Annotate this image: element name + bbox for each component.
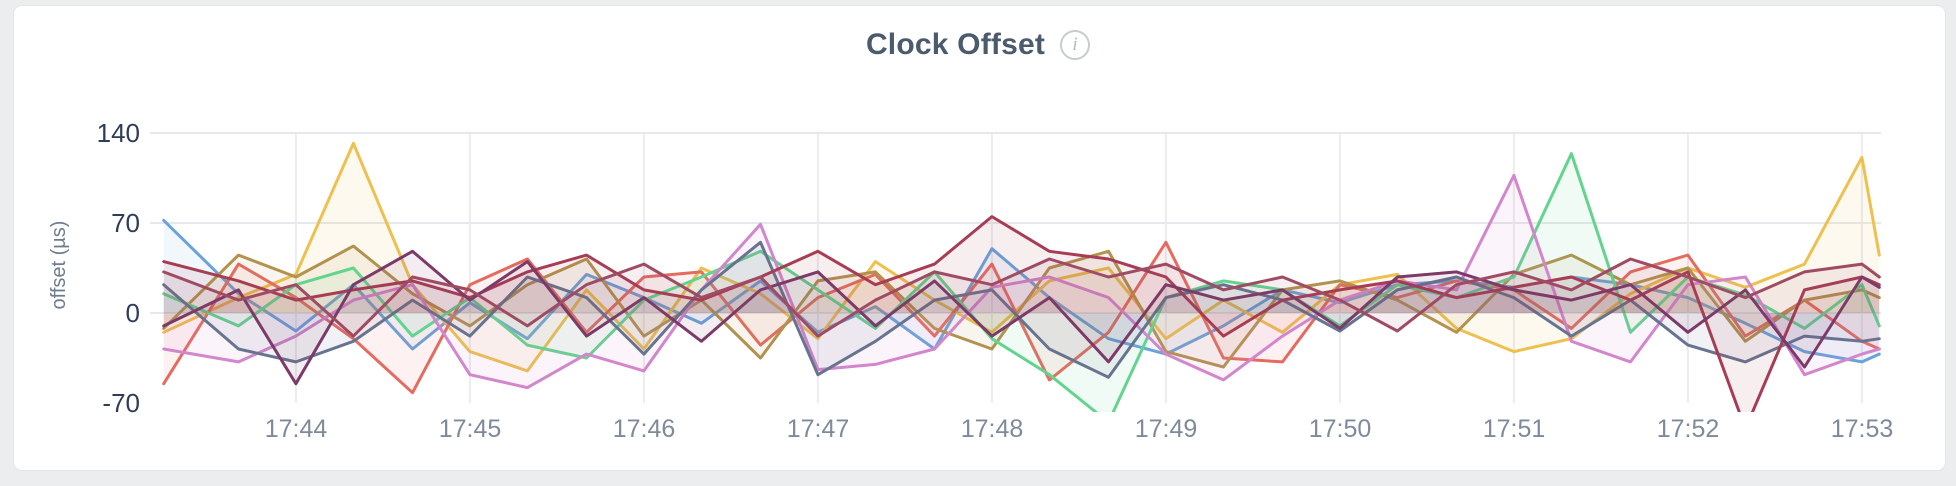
x-tick-label: 17:48 xyxy=(960,415,1024,443)
chart-title: Clock Offset xyxy=(865,28,1046,61)
x-tick-label: 17:44 xyxy=(264,415,328,443)
clock-offset-card xyxy=(13,5,1946,471)
x-tick-label: 17:52 xyxy=(1656,415,1720,443)
x-tick-label: 17:53 xyxy=(1830,415,1894,443)
y-tick-label: 140 xyxy=(96,118,140,148)
x-tick-label: 17:47 xyxy=(786,415,850,443)
y-axis-label: offset (µs) xyxy=(48,220,70,310)
x-tick-label: 17:51 xyxy=(1482,415,1546,443)
chart-header: Clock Offset i xyxy=(0,28,1956,62)
x-tick-label: 17:46 xyxy=(612,415,676,443)
x-tick-label: 17:50 xyxy=(1308,415,1372,443)
info-icon[interactable]: i xyxy=(1060,30,1091,60)
y-tick-label: 0 xyxy=(125,298,140,328)
x-tick-label: 17:49 xyxy=(1134,415,1198,443)
x-tick-label: 17:45 xyxy=(438,415,502,443)
y-tick-label: -70 xyxy=(102,388,140,418)
y-tick-label: 70 xyxy=(111,208,140,238)
